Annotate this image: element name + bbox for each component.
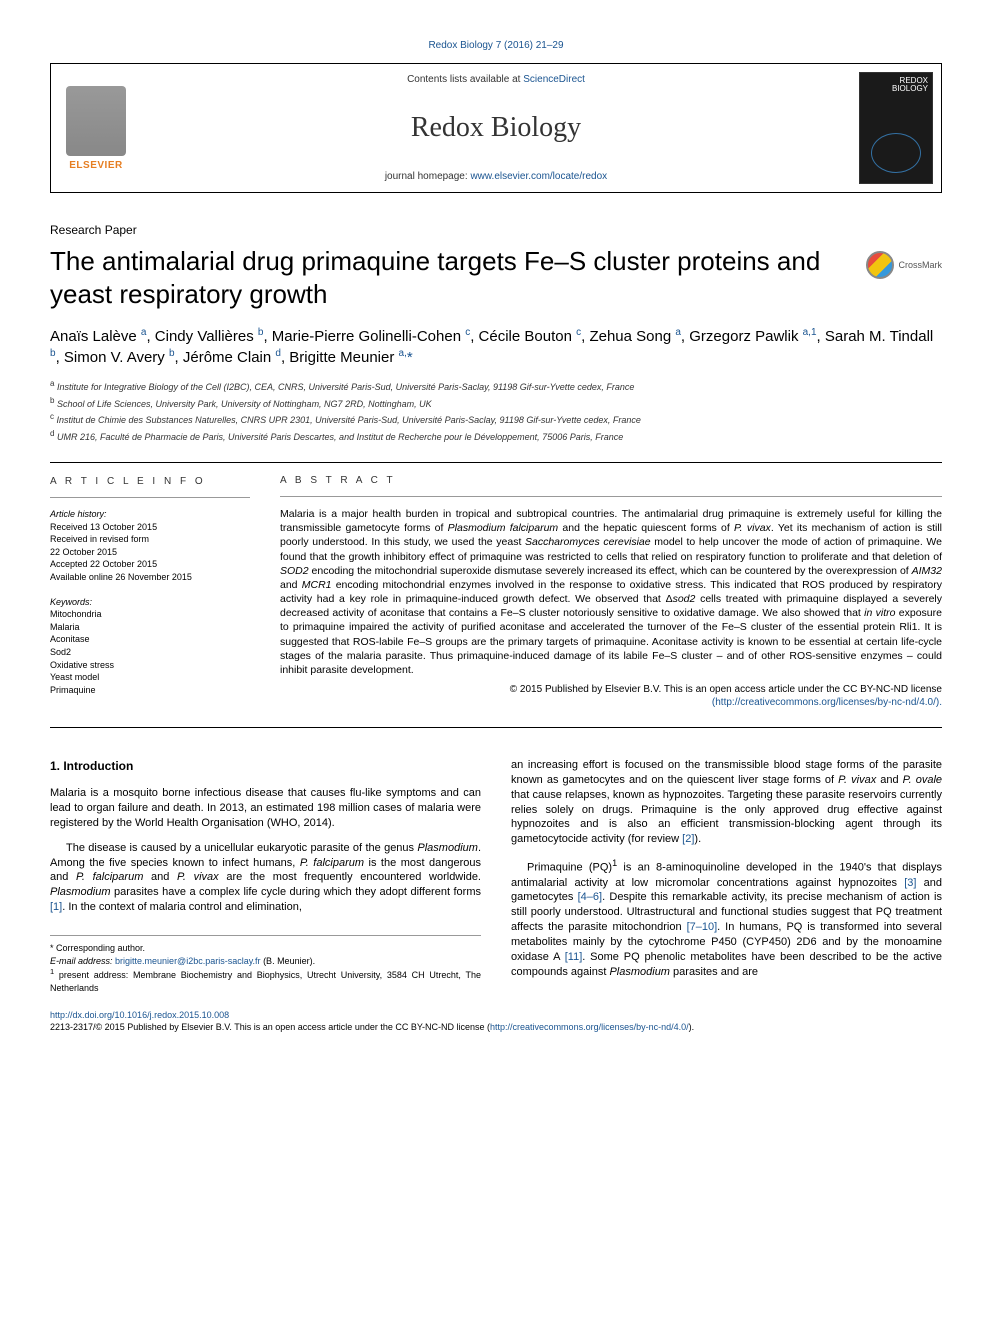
keyword: Yeast model <box>50 671 250 684</box>
affiliation: a Institute for Integrative Biology of t… <box>50 378 942 395</box>
footnote-1: 1 present address: Membrane Biochemistry… <box>50 967 481 994</box>
affiliation: b School of Life Sciences, University Pa… <box>50 395 942 412</box>
history-line: Received 13 October 2015 <box>50 521 250 534</box>
keyword: Aconitase <box>50 633 250 646</box>
abstract-heading: A B S T R A C T <box>280 475 942 486</box>
corresponding-author: * Corresponding author. <box>50 942 481 955</box>
affiliation: c Institut de Chimie des Substances Natu… <box>50 411 942 428</box>
history-line: 22 October 2015 <box>50 546 250 559</box>
elsevier-name: ELSEVIER <box>69 160 122 171</box>
license-suffix: ). <box>689 1022 695 1032</box>
keywords-label: Keywords: <box>50 596 250 609</box>
sciencedirect-link[interactable]: ScienceDirect <box>523 74 585 85</box>
footnotes: * Corresponding author. E-mail address: … <box>50 935 481 994</box>
keyword: Mitochondria <box>50 608 250 621</box>
article-info-column: A R T I C L E I N F O Article history: R… <box>50 475 250 709</box>
history-label: Article history: <box>50 508 250 521</box>
body-right-column: an increasing effort is focused on the t… <box>511 758 942 994</box>
journal-homepage: journal homepage: www.elsevier.com/locat… <box>161 171 831 182</box>
journal-reference: Redox Biology 7 (2016) 21–29 <box>50 40 942 51</box>
footer-license: 2213-2317/© 2015 Published by Elsevier B… <box>50 1022 942 1032</box>
abstract-text: Malaria is a major health burden in trop… <box>280 507 942 677</box>
journal-title: Redox Biology <box>161 112 831 144</box>
body-paragraph: an increasing effort is focused on the t… <box>511 758 942 847</box>
inner-divider <box>50 497 250 498</box>
crossmark-badge[interactable]: CrossMark <box>866 251 942 279</box>
contents-prefix: Contents lists available at <box>407 74 523 85</box>
elsevier-logo: ELSEVIER <box>51 64 141 192</box>
homepage-link[interactable]: www.elsevier.com/locate/redox <box>470 171 607 182</box>
history-line: Available online 26 November 2015 <box>50 571 250 584</box>
section-heading: 1. Introduction <box>50 758 481 774</box>
copyright-text: © 2015 Published by Elsevier B.V. This i… <box>510 684 942 695</box>
body-left-column: 1. Introduction Malaria is a mosquito bo… <box>50 758 481 994</box>
crossmark-icon <box>866 251 894 279</box>
cover-graphic-icon <box>871 133 921 173</box>
paper-type: Research Paper <box>50 223 942 237</box>
article-info-heading: A R T I C L E I N F O <box>50 475 250 489</box>
keyword: Malaria <box>50 621 250 634</box>
divider <box>50 727 942 728</box>
body-paragraph: Primaquine (PQ)1 is an 8-aminoquinoline … <box>511 857 942 979</box>
history-line: Received in revised form <box>50 533 250 546</box>
keyword: Primaquine <box>50 684 250 697</box>
email-line: E-mail address: brigitte.meunier@i2bc.pa… <box>50 955 481 968</box>
body-paragraph: The disease is caused by a unicellular e… <box>50 841 481 915</box>
author-email-link[interactable]: brigitte.meunier@i2bc.paris-saclay.fr <box>115 956 261 966</box>
homepage-prefix: journal homepage: <box>385 171 471 182</box>
paper-title: The antimalarial drug primaquine targets… <box>50 245 846 310</box>
keyword: Oxidative stress <box>50 659 250 672</box>
keyword: Sod2 <box>50 646 250 659</box>
contents-available: Contents lists available at ScienceDirec… <box>161 74 831 85</box>
affiliation: d UMR 216, Faculté de Pharmacie de Paris… <box>50 428 942 445</box>
abstract-column: A B S T R A C T Malaria is a major healt… <box>280 475 942 709</box>
doi-link[interactable]: http://dx.doi.org/10.1016/j.redox.2015.1… <box>50 1010 942 1020</box>
divider <box>50 462 942 463</box>
journal-header: ELSEVIER Contents lists available at Sci… <box>50 63 942 193</box>
crossmark-label: CrossMark <box>898 260 942 270</box>
license-link[interactable]: (http://creativecommons.org/licenses/by-… <box>712 697 942 708</box>
email-suffix: (B. Meunier). <box>261 956 316 966</box>
history-line: Accepted 22 October 2015 <box>50 558 250 571</box>
email-label: E-mail address: <box>50 956 115 966</box>
inner-divider <box>280 496 942 497</box>
affiliations: a Institute for Integrative Biology of t… <box>50 378 942 444</box>
cover-title: REDOXBIOLOGY <box>892 77 928 93</box>
body-paragraph: Malaria is a mosquito borne infectious d… <box>50 786 481 831</box>
copyright-line: © 2015 Published by Elsevier B.V. This i… <box>280 683 942 709</box>
journal-cover: REDOXBIOLOGY <box>851 64 941 192</box>
elsevier-tree-icon <box>66 86 126 156</box>
footer-license-link[interactable]: http://creativecommons.org/licenses/by-n… <box>490 1022 689 1032</box>
author-list: Anaïs Lalève a, Cindy Vallières b, Marie… <box>50 326 942 368</box>
license-prefix: 2213-2317/© 2015 Published by Elsevier B… <box>50 1022 490 1032</box>
